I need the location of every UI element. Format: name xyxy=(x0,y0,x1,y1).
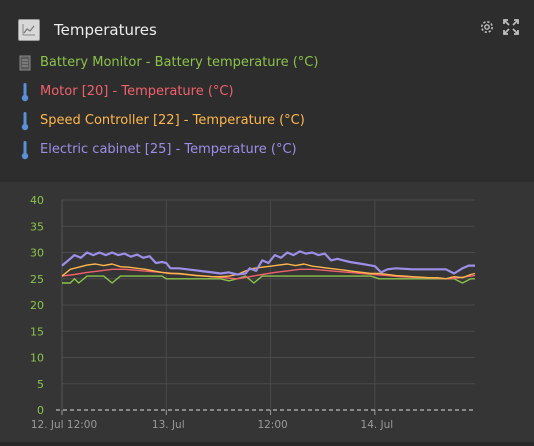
y-tick-label: 35 xyxy=(30,220,44,233)
line-chart-icon xyxy=(18,19,40,41)
y-tick-label: 15 xyxy=(30,325,44,338)
battery-icon xyxy=(18,53,32,73)
x-tick-label: 13. Jul xyxy=(152,419,185,431)
series-line xyxy=(61,263,476,280)
title-row: Temperatures xyxy=(18,16,157,44)
x-tick-label: 12. Jul 12:00 xyxy=(31,419,97,431)
legend-item-battery-monitor[interactable]: Battery Monitor - Battery temperature (°… xyxy=(18,48,318,77)
gear-icon[interactable] xyxy=(478,18,496,36)
series-line xyxy=(61,268,476,280)
y-tick-label: 20 xyxy=(30,299,44,312)
expand-icon[interactable] xyxy=(502,18,520,36)
widget-header: Temperatures Battery xyxy=(0,0,534,182)
chart-area: 0 5 10 15 20 25 30 35 40 12. Jul 12:00 13. Jul 12:0… xyxy=(0,182,534,442)
y-tick-label: 25 xyxy=(30,273,44,286)
legend-label: Electric cabinet [25] - Temperature (°C) xyxy=(40,142,297,157)
y-tick-label: 40 xyxy=(30,194,44,207)
legend-item-speed-controller[interactable]: Speed Controller [22] - Temperature (°C) xyxy=(18,106,318,135)
thermometer-icon xyxy=(18,82,32,102)
legend-item-motor[interactable]: Motor [20] - Temperature (°C) xyxy=(18,77,318,106)
thermometer-icon xyxy=(18,140,32,160)
legend-label: Battery Monitor - Battery temperature (°… xyxy=(40,55,319,70)
thermometer-icon xyxy=(18,111,32,131)
y-tick-label: 30 xyxy=(30,247,44,260)
temperature-chart: 0 5 10 15 20 25 30 35 40 12. Jul 12:00 13. Jul 12:0… xyxy=(30,194,476,431)
y-tick-label: 5 xyxy=(37,378,44,391)
legend-item-electric-cabinet[interactable]: Electric cabinet [25] - Temperature (°C) xyxy=(18,135,318,164)
series-line xyxy=(62,275,475,284)
x-tick-label: 12:00 xyxy=(257,419,287,431)
legend-label: Speed Controller [22] - Temperature (°C) xyxy=(40,113,305,128)
chart-legend: Battery Monitor - Battery temperature (°… xyxy=(18,48,318,164)
y-tick-label: 0 xyxy=(37,404,44,417)
widget-title: Temperatures xyxy=(54,21,157,39)
widget-tools xyxy=(478,18,520,36)
y-tick-label: 10 xyxy=(30,352,44,365)
legend-label: Motor [20] - Temperature (°C) xyxy=(40,84,234,99)
series-line xyxy=(61,250,475,276)
x-tick-label: 14. Jul xyxy=(361,419,394,431)
